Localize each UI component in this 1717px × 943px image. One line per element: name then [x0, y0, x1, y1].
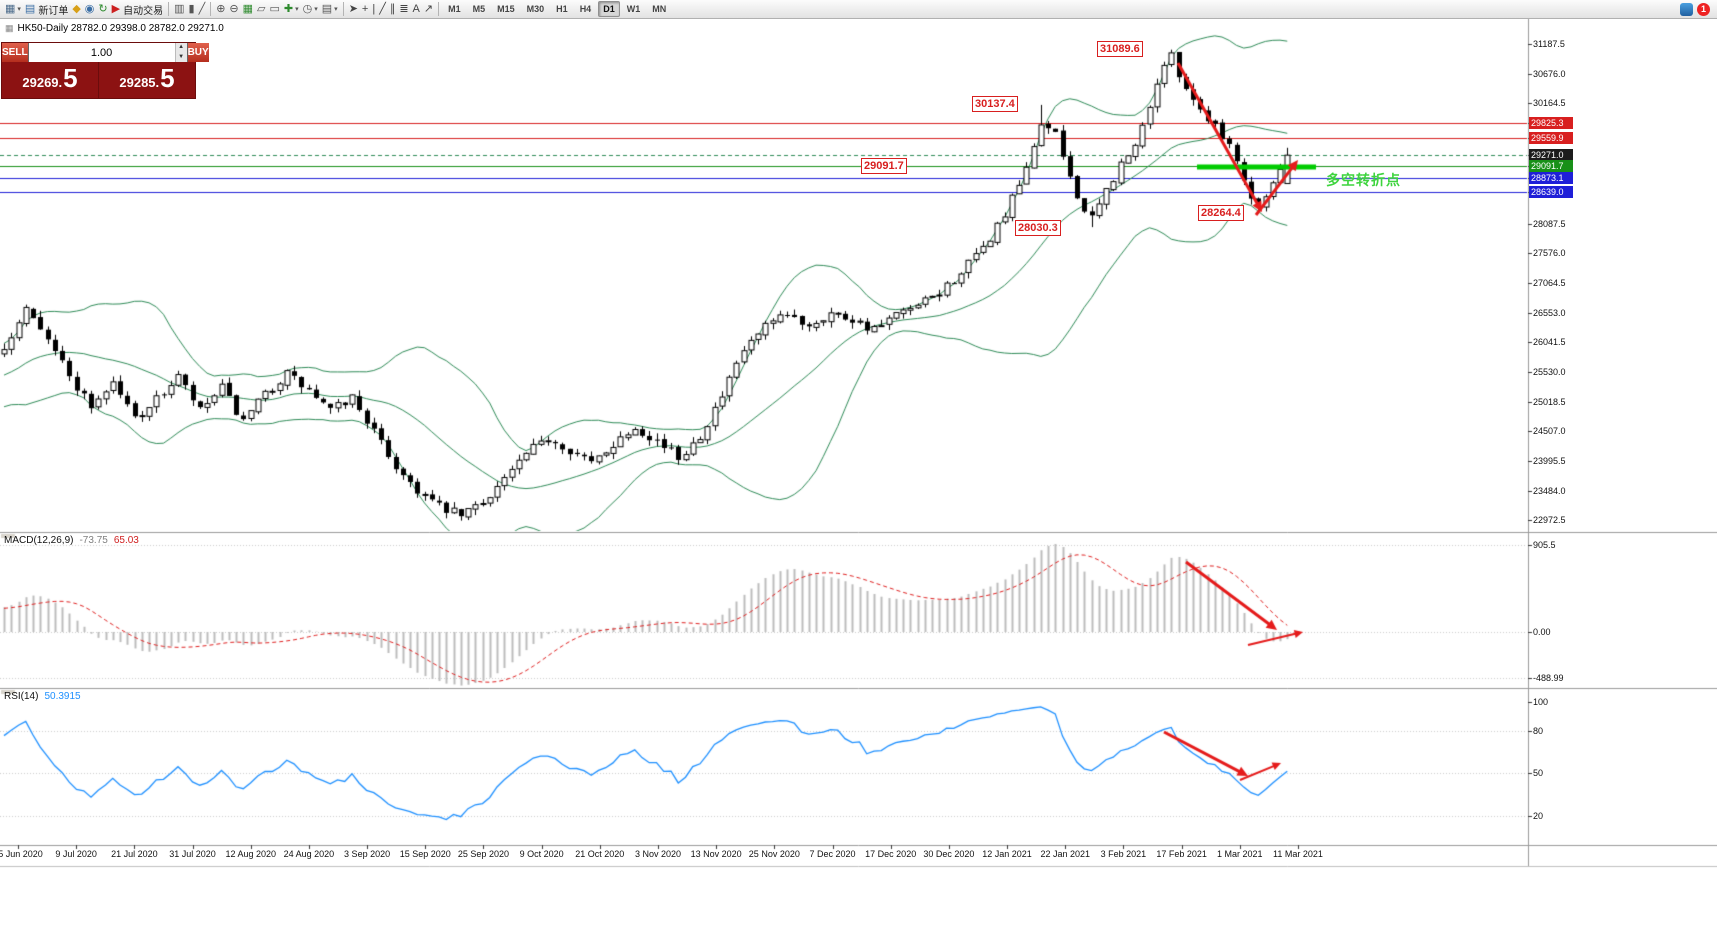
volume-up-icon[interactable]: ▲ [178, 44, 185, 50]
auto-trading-label: 自动交易 [123, 5, 164, 17]
timeframe-w1[interactable]: W1 [626, 4, 641, 14]
toolbar-separator [342, 2, 344, 16]
zoom-out-button[interactable]: ⊖ [227, 1, 240, 17]
indicators-icon: ✚ [283, 3, 294, 15]
timeframe-mn[interactable]: MN [652, 4, 667, 14]
arrange-icon: ▭ [269, 3, 280, 15]
templates-button[interactable]: ▤ ▾ [320, 1, 340, 17]
buy-button[interactable]: BUY [187, 43, 209, 62]
crosshair-icon: + [361, 3, 369, 15]
refresh-button[interactable]: ↻ [96, 1, 109, 17]
contacts-icon: ◉ [84, 3, 95, 15]
community-icon[interactable] [1680, 2, 1693, 16]
vertical-line-button[interactable]: | [370, 1, 377, 17]
macd-indicator-label: MACD(12,26,9) -73.75 65.03 [4, 535, 139, 546]
zoom-in-icon: ⊕ [216, 3, 226, 15]
cursor-icon: ➤ [348, 3, 358, 15]
auto-trading-button[interactable]: ▶ 自动交易 [110, 1, 165, 17]
text-icon: A [412, 3, 420, 15]
arrange-button[interactable]: ▭ [268, 1, 282, 17]
cascade-windows-button[interactable]: ▱ [255, 1, 267, 17]
chart-context-icon[interactable]: ▦ [5, 23, 14, 33]
candlestick-chart-icon: ▮ [188, 3, 195, 15]
volume-down-icon[interactable]: ▼ [178, 53, 185, 60]
new-order-icon: ▤ [24, 3, 36, 15]
toolbar-separator [210, 2, 212, 16]
rsi-name: RSI(14) [4, 691, 39, 702]
tile-windows-icon: ▦ [242, 3, 254, 15]
cursor-button[interactable]: ➤ [347, 1, 360, 17]
timeframe-m15[interactable]: M15 [497, 4, 515, 14]
buy-price-big-digit: 5 [160, 63, 175, 93]
trendline-icon: ╱ [379, 3, 386, 15]
chevron-down-icon: ▾ [295, 6, 299, 13]
arrow-tool-button[interactable]: ↗ [422, 1, 435, 17]
volume-spinner[interactable]: ▲ ▼ [174, 43, 187, 62]
fibonacci-icon: ≣ [399, 3, 409, 15]
zoom-in-button[interactable]: ⊕ [214, 1, 227, 17]
new-order-button[interactable]: ▤ 新订单 [23, 1, 70, 17]
macd-signal-value: 65.03 [113, 535, 139, 546]
buy-price[interactable]: 29285. 5 [98, 62, 195, 98]
candlestick-chart-button[interactable]: ▮ [187, 1, 197, 17]
chart-menu-icon: ▦ [5, 3, 16, 15]
timeframe-m30[interactable]: M30 [526, 4, 545, 14]
arrow-tool-icon: ↗ [423, 3, 434, 15]
line-chart-icon: ╱ [198, 3, 206, 15]
tile-windows-button[interactable]: ▦ [241, 1, 255, 17]
contacts-button[interactable]: ◉ [83, 1, 97, 17]
macd-main-value: -73.75 [79, 535, 108, 546]
toolbar: ▦ ▾ ▤ 新订单 ◆ ◉ ↻ ▶ 自动交易 ▥ ▮ ╱ ⊕ ⊖ ▦ ▱ ▭ ✚ ▾ ◷ ▾ ▤ ▾ ➤ + | ╱ ∥ ≣ A ↗ M1 M5… [0, 0, 1717, 19]
periods-icon: ◷ [302, 3, 313, 15]
auto-trading-icon: ▶ [111, 3, 121, 15]
rsi-value: 50.3915 [44, 691, 81, 702]
timeframe-d1[interactable]: D1 [598, 1, 620, 17]
buy-price-main: 29285. [119, 75, 160, 90]
vertical-line-icon: | [372, 3, 376, 15]
new-order-label: 新订单 [38, 5, 69, 17]
chevron-down-icon: ▾ [17, 6, 21, 13]
chevron-down-icon: ▾ [314, 6, 318, 13]
sell-price[interactable]: 29269. 5 [2, 62, 98, 98]
indicators-button[interactable]: ✚ ▾ [282, 1, 301, 17]
channel-button[interactable]: ∥ [388, 1, 398, 17]
timeframe-h1[interactable]: H1 [556, 4, 568, 14]
trendline-button[interactable]: ╱ [377, 1, 388, 17]
periods-button[interactable]: ◷ ▾ [301, 1, 320, 17]
templates-icon: ▤ [321, 3, 333, 15]
channel-icon: ∥ [389, 3, 396, 15]
macd-name: MACD(12,26,9) [4, 535, 74, 546]
notification-badge[interactable]: 1 [1697, 2, 1710, 16]
text-button[interactable]: A [411, 1, 422, 17]
ohlc-text: HK50-Daily 28782.0 29398.0 28782.0 29271… [17, 23, 224, 34]
line-chart-button[interactable]: ╱ [197, 1, 208, 17]
toolbar-separator [438, 2, 440, 16]
ohlc-info-line: ▦ HK50-Daily 28782.0 29398.0 28782.0 292… [5, 23, 224, 34]
rsi-indicator-label: RSI(14) 50.3915 [4, 691, 81, 702]
cascade-windows-icon: ▱ [257, 3, 266, 15]
sell-price-big-digit: 5 [63, 63, 78, 93]
toolbar-separator [168, 2, 170, 16]
crosshair-button[interactable]: + [360, 1, 370, 17]
history-center-button[interactable]: ◆ [70, 1, 82, 17]
timeframe-m1[interactable]: M1 [448, 4, 461, 14]
refresh-icon: ↻ [98, 3, 108, 15]
one-click-trading-widget: SELL ▲ ▼ BUY 29269. 5 29285. 5 [1, 42, 209, 99]
sell-button[interactable]: SELL [2, 43, 28, 62]
chevron-down-icon: ▾ [334, 6, 338, 13]
bar-chart-button[interactable]: ▥ [172, 1, 186, 17]
bar-chart-icon: ▥ [174, 3, 185, 15]
chart-menu-button[interactable]: ▦ ▾ [3, 1, 23, 17]
volume-input[interactable] [28, 43, 175, 62]
history-center-icon: ◆ [72, 3, 81, 15]
zoom-out-icon: ⊖ [229, 3, 239, 15]
fibonacci-button[interactable]: ≣ [397, 1, 410, 17]
volume-field: ▲ ▼ [27, 43, 188, 62]
timeframe-m5[interactable]: M5 [472, 4, 486, 14]
timeframe-h4[interactable]: H4 [579, 4, 592, 14]
sell-price-main: 29269. [22, 75, 63, 90]
